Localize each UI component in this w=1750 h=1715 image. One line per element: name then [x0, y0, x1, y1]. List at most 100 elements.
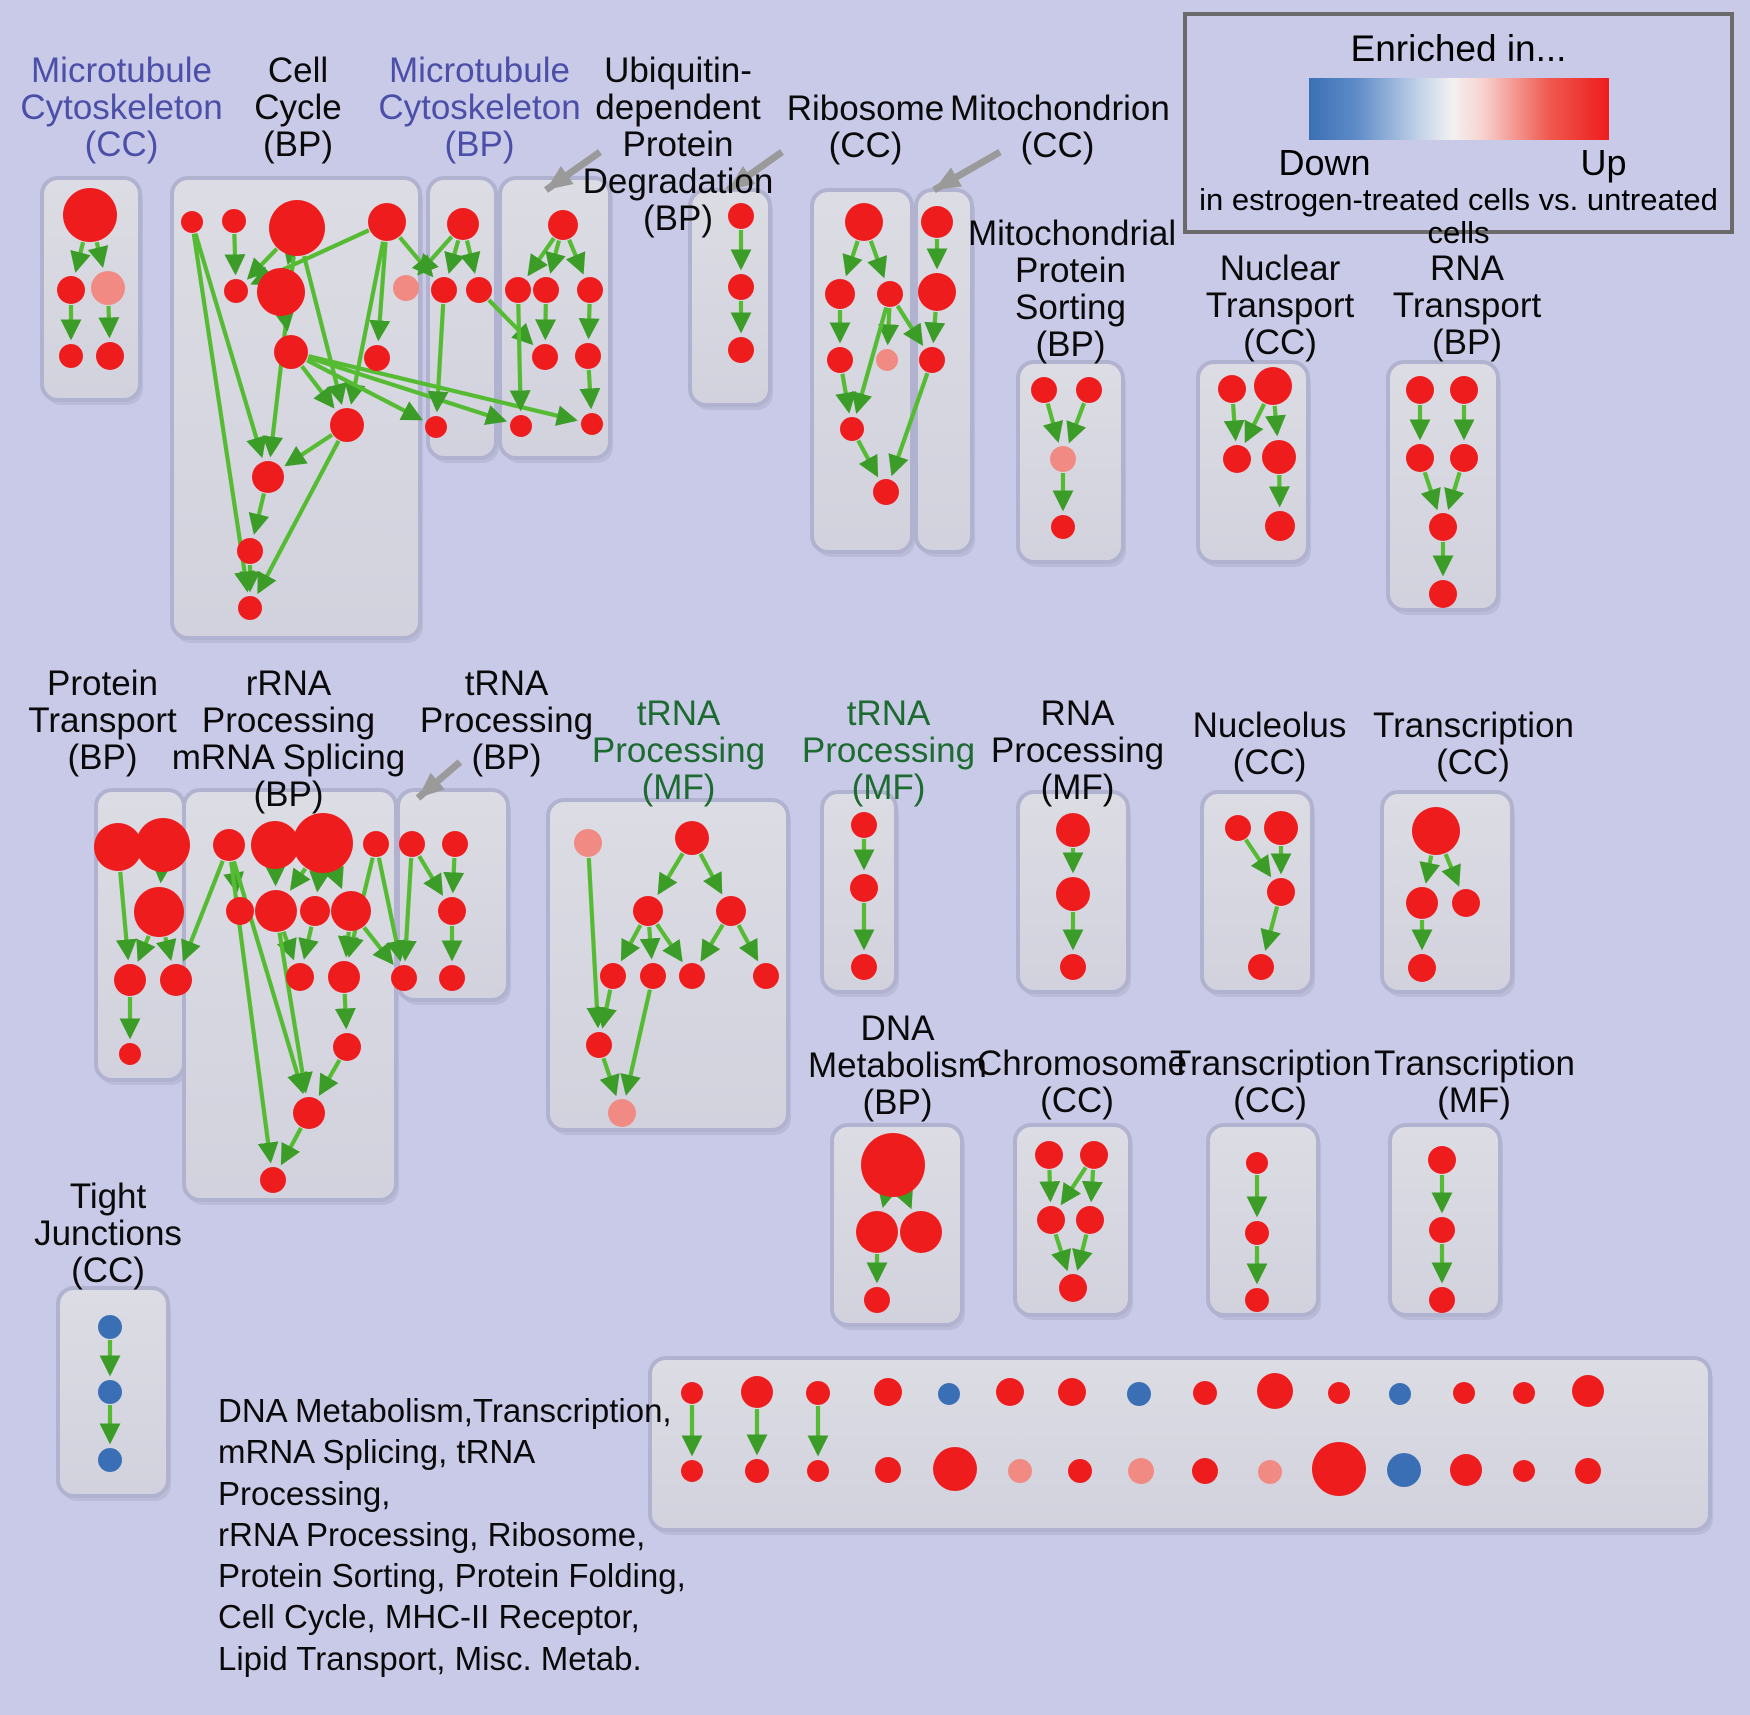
go-term-node[interactable] — [1450, 444, 1478, 472]
go-term-node[interactable] — [1412, 807, 1460, 855]
go-term-node[interactable] — [873, 479, 899, 505]
go-term-node[interactable] — [574, 829, 602, 857]
go-term-node[interactable] — [608, 1099, 636, 1127]
go-term-node[interactable] — [1248, 954, 1274, 980]
go-term-node[interactable] — [399, 831, 425, 857]
go-term-node[interactable] — [238, 596, 262, 620]
go-term-node[interactable] — [57, 276, 85, 304]
go-term-node[interactable] — [368, 203, 406, 241]
go-term-node[interactable] — [96, 342, 124, 370]
go-term-node[interactable] — [442, 831, 468, 857]
go-term-node[interactable] — [581, 413, 603, 435]
go-term-node[interactable] — [874, 1378, 902, 1406]
go-term-node[interactable] — [333, 1033, 361, 1061]
go-term-node[interactable] — [877, 281, 903, 307]
go-term-node[interactable] — [807, 1460, 829, 1482]
go-term-node[interactable] — [1453, 1382, 1475, 1404]
go-term-node[interactable] — [94, 823, 142, 871]
go-term-node[interactable] — [1031, 377, 1057, 403]
go-term-node[interactable] — [213, 829, 245, 861]
go-term-node[interactable] — [257, 268, 305, 316]
go-term-node[interactable] — [1429, 580, 1457, 608]
go-term-node[interactable] — [850, 874, 878, 902]
go-term-node[interactable] — [293, 1097, 325, 1129]
go-term-node[interactable] — [510, 415, 532, 437]
go-term-node[interactable] — [1225, 815, 1251, 841]
go-term-node[interactable] — [1008, 1459, 1032, 1483]
go-term-node[interactable] — [875, 1457, 901, 1483]
go-term-node[interactable] — [921, 206, 953, 238]
go-term-node[interactable] — [439, 965, 465, 991]
go-term-node[interactable] — [919, 347, 945, 373]
go-term-node[interactable] — [575, 343, 601, 369]
go-term-node[interactable] — [533, 277, 559, 303]
go-term-node[interactable] — [856, 1211, 898, 1253]
go-term-node[interactable] — [1429, 513, 1457, 541]
go-term-node[interactable] — [633, 896, 663, 926]
go-term-node[interactable] — [438, 897, 466, 925]
go-term-node[interactable] — [1245, 1221, 1269, 1245]
go-term-node[interactable] — [1262, 440, 1296, 474]
go-term-node[interactable] — [1056, 877, 1090, 911]
go-term-node[interactable] — [851, 954, 877, 980]
go-term-node[interactable] — [1452, 889, 1480, 917]
go-term-node[interactable] — [938, 1383, 960, 1405]
go-term-node[interactable] — [1267, 878, 1295, 906]
go-term-node[interactable] — [393, 275, 419, 301]
go-term-node[interactable] — [251, 821, 299, 869]
go-term-node[interactable] — [1265, 511, 1295, 541]
go-term-node[interactable] — [269, 200, 325, 256]
go-term-node[interactable] — [391, 965, 417, 991]
go-term-node[interactable] — [728, 337, 754, 363]
go-term-node[interactable] — [1513, 1460, 1535, 1482]
go-term-node[interactable] — [851, 812, 877, 838]
go-term-node[interactable] — [98, 1315, 122, 1339]
go-term-node[interactable] — [876, 349, 898, 371]
go-term-node[interactable] — [1406, 887, 1438, 919]
go-term-node[interactable] — [160, 964, 192, 996]
go-term-node[interactable] — [600, 963, 626, 989]
go-term-node[interactable] — [996, 1378, 1024, 1406]
go-term-node[interactable] — [716, 896, 746, 926]
go-term-node[interactable] — [222, 209, 246, 233]
go-term-node[interactable] — [328, 961, 360, 993]
go-term-node[interactable] — [861, 1133, 925, 1197]
go-term-node[interactable] — [181, 211, 203, 233]
go-term-node[interactable] — [1218, 375, 1246, 403]
go-term-node[interactable] — [134, 887, 184, 937]
go-term-node[interactable] — [1223, 445, 1251, 473]
go-term-node[interactable] — [1128, 1458, 1154, 1484]
go-term-node[interactable] — [679, 963, 705, 989]
go-term-node[interactable] — [681, 1382, 703, 1404]
go-term-node[interactable] — [466, 277, 492, 303]
go-term-node[interactable] — [1254, 367, 1292, 405]
go-term-node[interactable] — [59, 344, 83, 368]
go-term-node[interactable] — [640, 963, 666, 989]
go-term-node[interactable] — [1408, 954, 1436, 982]
go-term-node[interactable] — [1076, 1206, 1104, 1234]
go-term-node[interactable] — [1406, 444, 1434, 472]
go-term-node[interactable] — [274, 335, 308, 369]
go-term-node[interactable] — [91, 271, 125, 305]
go-term-node[interactable] — [586, 1032, 612, 1058]
go-term-node[interactable] — [918, 273, 956, 311]
go-term-node[interactable] — [900, 1211, 942, 1253]
go-term-node[interactable] — [1245, 1288, 1269, 1312]
go-term-node[interactable] — [505, 277, 531, 303]
go-term-node[interactable] — [1387, 1453, 1421, 1487]
go-term-node[interactable] — [431, 277, 457, 303]
go-term-node[interactable] — [1037, 1206, 1065, 1234]
go-term-node[interactable] — [675, 821, 709, 855]
go-term-node[interactable] — [293, 813, 353, 873]
go-term-node[interactable] — [1246, 1152, 1268, 1174]
go-term-node[interactable] — [532, 344, 558, 370]
go-term-node[interactable] — [98, 1448, 122, 1472]
go-term-node[interactable] — [255, 890, 297, 932]
go-term-node[interactable] — [226, 897, 254, 925]
go-term-node[interactable] — [1450, 1454, 1482, 1486]
go-term-node[interactable] — [224, 279, 248, 303]
go-term-node[interactable] — [363, 831, 389, 857]
go-term-node[interactable] — [728, 203, 754, 229]
go-term-node[interactable] — [1264, 811, 1298, 845]
go-term-node[interactable] — [331, 891, 371, 931]
